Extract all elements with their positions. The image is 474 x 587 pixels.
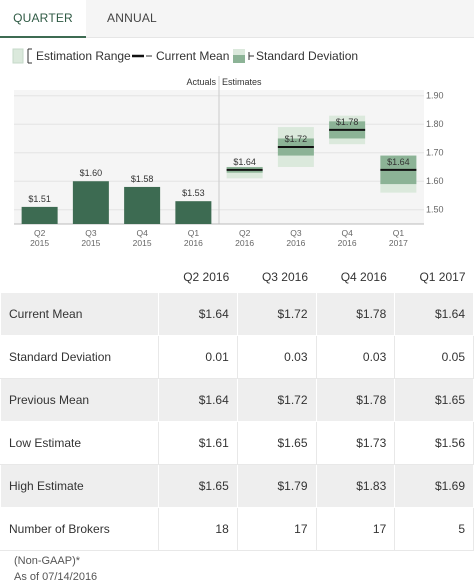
cell-value: 5 <box>394 506 474 551</box>
cell-value: 17 <box>236 506 317 551</box>
row-label: High Estimate <box>0 463 159 508</box>
x-tick-label: 2017 <box>389 238 408 248</box>
actual-bar <box>72 181 109 224</box>
row-label: Current Mean <box>0 291 159 336</box>
estimate-range-box <box>226 166 263 179</box>
x-tick-label: 2016 <box>338 238 357 248</box>
table-header-col: Q3 2016 <box>261 269 308 284</box>
table-header-row: Q2 2016 Q3 2016 Q4 2016 Q1 2017 <box>1 262 474 292</box>
estimation-range-icon <box>12 48 32 64</box>
x-tick-label: 2015 <box>133 238 152 248</box>
period-tabs: QUARTER ANNUAL <box>0 0 474 38</box>
x-tick-label: Q4 <box>341 228 353 238</box>
y-tick-label: 1.50 <box>426 205 444 215</box>
actual-bar-label: $1.51 <box>28 194 51 204</box>
estimate-mean-label: $1.64 <box>387 157 410 167</box>
estimate-mean-label: $1.78 <box>336 117 359 127</box>
cell-value: 0.05 <box>394 334 474 379</box>
cell-value: 0.03 <box>236 334 317 379</box>
x-tick-label: Q1 <box>393 228 405 238</box>
as-of-date: As of 07/14/2016 <box>14 571 98 583</box>
x-tick-label: Q3 <box>85 228 97 238</box>
eps-estimates-chart: 1.50 1.60 1.70 1.80 1.90 Actuals Estimates $1.5… <box>14 76 444 248</box>
actual-bar <box>175 201 212 224</box>
cell-value: $1.83 <box>315 463 396 508</box>
cell-value: $1.64 <box>158 377 238 422</box>
actual-bar-label: $1.60 <box>80 168 103 178</box>
estimates-table: Q2 2016 Q3 2016 Q4 2016 Q1 2017 Current … <box>0 262 474 551</box>
cell-value: 0.03 <box>315 334 396 379</box>
table-row-previous-mean: Previous Mean $1.64 $1.72 $1.78 $1.65 <box>0 377 474 422</box>
cell-value: 0.01 <box>158 334 238 379</box>
table-header-col: Q1 2017 <box>419 269 466 284</box>
x-tick-label: Q2 <box>34 228 46 238</box>
cell-value: $1.56 <box>394 420 474 465</box>
x-tick-label: Q3 <box>290 228 302 238</box>
table-header-col: Q2 2016 <box>183 269 230 284</box>
y-tick-label: 1.70 <box>426 148 444 158</box>
row-label: Low Estimate <box>0 420 159 465</box>
y-tick-label: 1.80 <box>426 119 444 129</box>
cell-value: $1.65 <box>158 463 238 508</box>
table-row-standard-deviation: Standard Deviation 0.01 0.03 0.03 0.05 <box>0 334 474 379</box>
estimate-mean-label: $1.72 <box>285 134 308 144</box>
x-tick-label: 2015 <box>30 238 49 248</box>
legend-sd-label: Standard Deviation <box>256 49 359 63</box>
actual-bar-label: $1.53 <box>182 188 205 198</box>
current-mean-icon <box>132 54 152 58</box>
cell-value: $1.64 <box>394 291 474 336</box>
estimates-label: Estimates <box>222 77 262 87</box>
legend-mean-label: Current Mean <box>156 49 230 63</box>
cell-value: $1.65 <box>236 420 317 465</box>
actuals-label: Actuals <box>186 77 216 87</box>
row-label: Previous Mean <box>0 377 159 422</box>
table-row-high-estimate: High Estimate $1.65 $1.79 $1.83 $1.69 <box>0 463 474 508</box>
x-tick-label: Q4 <box>136 228 148 238</box>
actual-bar-label: $1.58 <box>131 174 154 184</box>
cell-value: $1.78 <box>315 291 396 336</box>
cell-value: $1.61 <box>158 420 238 465</box>
table-header-blank <box>1 262 159 292</box>
y-tick-label: 1.90 <box>426 91 444 101</box>
x-tick-label: 2015 <box>81 238 100 248</box>
cell-value: $1.72 <box>236 291 317 336</box>
x-tick-label: 2016 <box>184 238 203 248</box>
footnote: (Non-GAAP)* As of 07/14/2016 <box>14 553 97 585</box>
y-tick-label: 1.60 <box>426 176 444 186</box>
legend-range-label: Estimation Range <box>36 49 131 63</box>
table-row-current-mean: Current Mean $1.64 $1.72 $1.78 $1.64 <box>0 291 474 336</box>
cell-value: $1.78 <box>315 377 396 422</box>
tab-quarter[interactable]: QUARTER <box>0 0 86 38</box>
row-label: Number of Brokers <box>0 506 159 551</box>
cell-value: 17 <box>315 506 396 551</box>
cell-value: $1.79 <box>236 463 317 508</box>
table-row-number-of-brokers: Number of Brokers 18 17 17 5 <box>0 506 474 551</box>
chart-legend: Estimation Range Current Mean Standard D… <box>0 44 474 68</box>
estimate-mean-label: $1.64 <box>233 157 256 167</box>
non-gaap-note: (Non-GAAP)* <box>14 555 81 567</box>
actual-bar <box>124 186 161 224</box>
x-tick-label: Q1 <box>188 228 200 238</box>
table-header-col: Q4 2016 <box>340 269 387 284</box>
cell-value: $1.72 <box>236 377 317 422</box>
cell-value: $1.69 <box>394 463 474 508</box>
row-label: Standard Deviation <box>0 334 159 379</box>
cell-value: 18 <box>158 506 238 551</box>
cell-value: $1.64 <box>158 291 238 336</box>
x-tick-label: 2016 <box>235 238 254 248</box>
cell-value: $1.65 <box>394 377 474 422</box>
standard-deviation-icon <box>233 49 254 63</box>
x-tick-label: Q2 <box>239 228 251 238</box>
tab-annual[interactable]: ANNUAL <box>107 11 157 25</box>
table-row-low-estimate: Low Estimate $1.61 $1.65 $1.73 $1.56 <box>0 420 474 465</box>
cell-value: $1.73 <box>315 420 396 465</box>
actual-bar <box>21 206 58 224</box>
x-tick-label: 2016 <box>286 238 305 248</box>
